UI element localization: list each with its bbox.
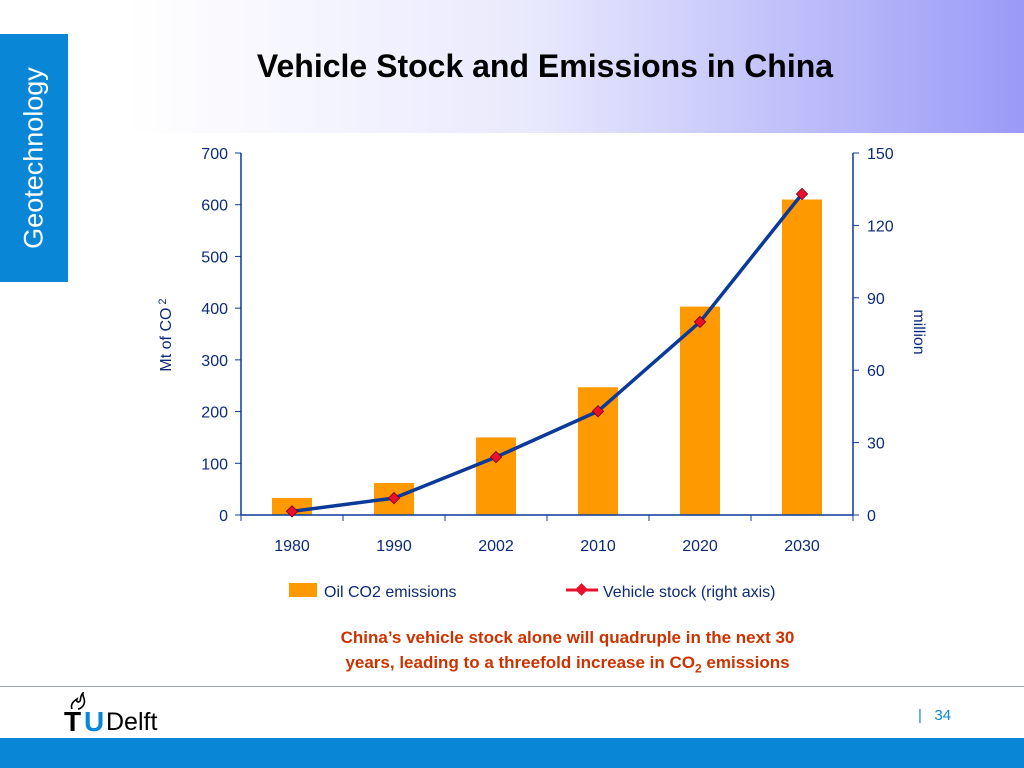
legend: Oil CO2 emissions Vehicle stock (right a… [289, 583, 776, 601]
logo-u: U [84, 706, 105, 737]
marker-2030 [795, 187, 809, 201]
y-axis-label: Mt of CO2 [157, 298, 175, 371]
y-tick-label: 100 [201, 456, 228, 473]
footer-band [0, 738, 1024, 768]
page-separator: | [918, 707, 922, 724]
side-tab: Geotechnology [0, 34, 68, 282]
x-tick-label: 1990 [376, 538, 412, 555]
y2-tick-label: 120 [867, 218, 894, 235]
y-tick-label: 700 [201, 146, 228, 163]
logo-t: T [64, 706, 82, 737]
plot-area: 0 100 200 300 400 500 600 700 0 30 60 90 120 150 1980 1… [201, 146, 894, 555]
caption-line-1: China’s vehicle stock alone will quadrup… [340, 628, 795, 647]
y2-tick-label: 90 [867, 291, 885, 308]
chart: 0 100 200 300 400 500 600 700 0 30 60 90 120 150 1980 1… [157, 146, 927, 601]
page-number-value: 34 [934, 707, 952, 724]
y2-axis-label: million [910, 309, 927, 354]
marker-2010 [591, 405, 605, 418]
y2-tick-label: 0 [867, 508, 876, 525]
y2-tick-label: 150 [867, 146, 894, 163]
marker-2002 [489, 450, 503, 464]
y-tick-label: 0 [219, 508, 228, 525]
y-tick-label: 300 [201, 353, 228, 370]
header-band [128, 0, 1024, 133]
legend-swatch-bar [289, 583, 317, 597]
y2-tick-label: 60 [867, 363, 885, 380]
legend-label-line: Vehicle stock (right axis) [603, 584, 776, 601]
page-number: | 34 [918, 707, 951, 724]
x-tick-label: 2020 [682, 538, 718, 555]
logo-delft: Delft [106, 708, 158, 736]
marker-1990 [387, 491, 401, 505]
x-tick-label: 2030 [784, 538, 820, 555]
footer-divider [0, 686, 1024, 687]
marker-2020 [693, 315, 707, 329]
caption: China’s vehicle stock alone will quadrup… [250, 625, 885, 681]
bar-2030 [782, 199, 822, 516]
x-tick-label: 2010 [580, 538, 616, 555]
y-tick-label: 600 [201, 198, 228, 215]
slide-title: Vehicle Stock and Emissions in China [256, 48, 834, 84]
y-tick-label: 500 [201, 249, 228, 266]
y-tick-label: 400 [201, 301, 228, 318]
bar-2020 [680, 306, 720, 515]
x-tick-label: 1980 [274, 538, 310, 555]
marker-1980 [285, 505, 299, 518]
tudelft-logo: T U Delft [62, 692, 172, 737]
vehicle-stock-line [291, 192, 804, 514]
x-tick-label: 2002 [478, 538, 514, 555]
caption-line-2: years, leading to a threefold increase i… [345, 653, 790, 676]
y2-tick-label: 30 [867, 436, 885, 453]
legend-label-bar: Oil CO2 emissions [324, 584, 456, 601]
flame-icon [70, 692, 86, 710]
legend-swatch-marker [575, 583, 588, 596]
y-tick-label: 200 [201, 405, 228, 422]
